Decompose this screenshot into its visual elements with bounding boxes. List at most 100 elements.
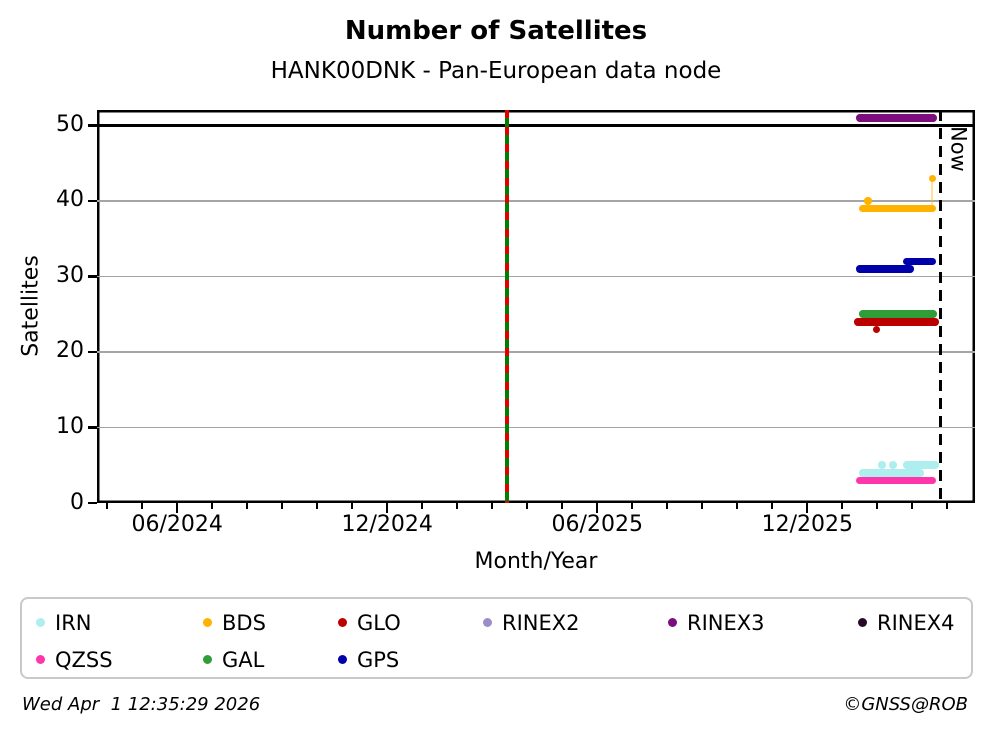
legend-color-dot-gal <box>203 655 212 664</box>
x-tick-label: 12/2024 <box>341 512 433 537</box>
now-line <box>938 110 942 503</box>
x-minor-tick <box>211 503 214 509</box>
y-tick-label: 0 <box>70 489 84 515</box>
series-point-irn <box>889 461 897 469</box>
y-gridline <box>97 275 975 278</box>
series-connector-bds <box>931 178 934 209</box>
legend-label: GAL <box>222 647 265 672</box>
x-major-tick <box>806 503 809 513</box>
plot-timestamp: Wed Apr 1 12:35:29 2026 <box>22 694 261 715</box>
chart-title: Number of Satellites <box>344 16 648 46</box>
x-minor-tick <box>771 503 774 509</box>
series-segment-gps <box>856 265 914 273</box>
series-point-bds <box>928 174 937 183</box>
x-minor-tick <box>491 503 494 509</box>
legend-color-dot-rinex4 <box>858 618 867 627</box>
y-tick <box>88 501 97 505</box>
x-minor-tick <box>736 503 739 509</box>
x-minor-tick <box>526 503 529 509</box>
series-segment-glo <box>854 318 940 326</box>
x-major-tick <box>176 503 179 513</box>
x-minor-tick <box>141 503 144 509</box>
y-gridline <box>97 351 975 353</box>
legend-item-bds: BDS <box>203 611 338 635</box>
series-segment-rinex3 <box>856 114 938 122</box>
legend-item-irn: IRN <box>36 611 203 635</box>
now-label: Now <box>946 126 971 172</box>
legend-color-dot-irn <box>36 618 45 627</box>
legend-label: QZSS <box>55 647 113 672</box>
x-tick-label: 06/2024 <box>131 512 223 537</box>
legend: IRN BDS GLO RINEX2 RINEX3 RINEX4 QZSS GAL GPS <box>20 597 973 679</box>
legend-item-gal: GAL <box>203 648 338 672</box>
series-point-glo <box>872 325 881 334</box>
legend-item-rinex4: RINEX4 <box>858 611 971 635</box>
x-minor-tick <box>911 503 914 509</box>
series-segment-gal <box>858 310 938 318</box>
y-gridline <box>97 200 975 202</box>
x-minor-tick <box>666 503 669 509</box>
y-tick-label: 50 <box>56 111 84 137</box>
y-tick-label: 10 <box>56 413 84 439</box>
y-tick <box>88 350 97 354</box>
legend-color-dot-bds <box>203 618 212 627</box>
series-segment-irn <box>858 469 923 477</box>
legend-item-glo: GLO <box>338 611 483 635</box>
plot-area: Now <box>97 110 975 503</box>
x-minor-tick <box>106 503 109 509</box>
series-segment-qzss <box>856 476 937 485</box>
series-point-bds <box>864 197 872 205</box>
x-minor-tick <box>876 503 879 509</box>
x-tick-label: 06/2025 <box>551 512 643 537</box>
x-axis-label: Month/Year <box>474 549 598 574</box>
legend-item-rinex3: RINEX3 <box>668 611 858 635</box>
series-segment-bds <box>858 204 937 213</box>
legend-label: GLO <box>357 610 401 635</box>
x-major-tick <box>596 503 599 513</box>
copyright-credit: ©GNSS@ROB <box>843 694 968 715</box>
y-tick <box>88 124 97 127</box>
x-minor-tick <box>631 503 634 509</box>
legend-color-dot-gps <box>338 655 347 664</box>
x-major-tick <box>386 503 389 513</box>
legend-item-gps: GPS <box>338 648 483 672</box>
x-tick-label: 12/2025 <box>761 512 853 537</box>
y-tick-label: 20 <box>56 338 84 364</box>
legend-color-dot-rinex3 <box>668 618 677 627</box>
chart-subtitle: HANK00DNK - Pan-European data node <box>270 58 722 84</box>
x-minor-tick <box>701 503 704 509</box>
legend-label: GPS <box>357 647 400 672</box>
legend-color-dot-qzss <box>36 655 45 664</box>
series-point-irn <box>878 461 886 469</box>
series-segment-gps <box>902 257 937 266</box>
series-segment-irn <box>902 461 940 469</box>
y-tick-label: 40 <box>56 187 84 213</box>
legend-color-dot-glo <box>338 618 347 627</box>
x-minor-tick <box>421 503 424 509</box>
legend-label: RINEX3 <box>687 610 765 635</box>
y50-rule <box>97 124 975 127</box>
legend-item-rinex2: RINEX2 <box>483 611 668 635</box>
x-minor-tick <box>351 503 354 509</box>
y-tick <box>88 426 97 429</box>
y-tick-label: 30 <box>56 262 84 288</box>
x-minor-tick <box>561 503 564 509</box>
legend-grid: IRN BDS GLO RINEX2 RINEX3 RINEX4 QZSS GAL GPS <box>22 599 971 677</box>
legend-color-dot-rinex2 <box>483 618 492 627</box>
series-point-irn <box>916 469 925 477</box>
x-minor-tick <box>946 503 949 509</box>
y-gridline <box>97 426 975 429</box>
legend-label: RINEX4 <box>877 610 955 635</box>
x-minor-tick <box>281 503 284 509</box>
x-minor-tick <box>841 503 844 509</box>
x-minor-tick <box>456 503 459 509</box>
legend-label: IRN <box>55 610 92 635</box>
legend-item-qzss: QZSS <box>36 648 203 672</box>
legend-label: BDS <box>222 610 266 635</box>
event-marker-line <box>505 110 509 503</box>
y-tick <box>88 199 97 203</box>
legend-label: RINEX2 <box>502 610 580 635</box>
y-tick <box>88 275 97 278</box>
x-minor-tick <box>316 503 319 509</box>
